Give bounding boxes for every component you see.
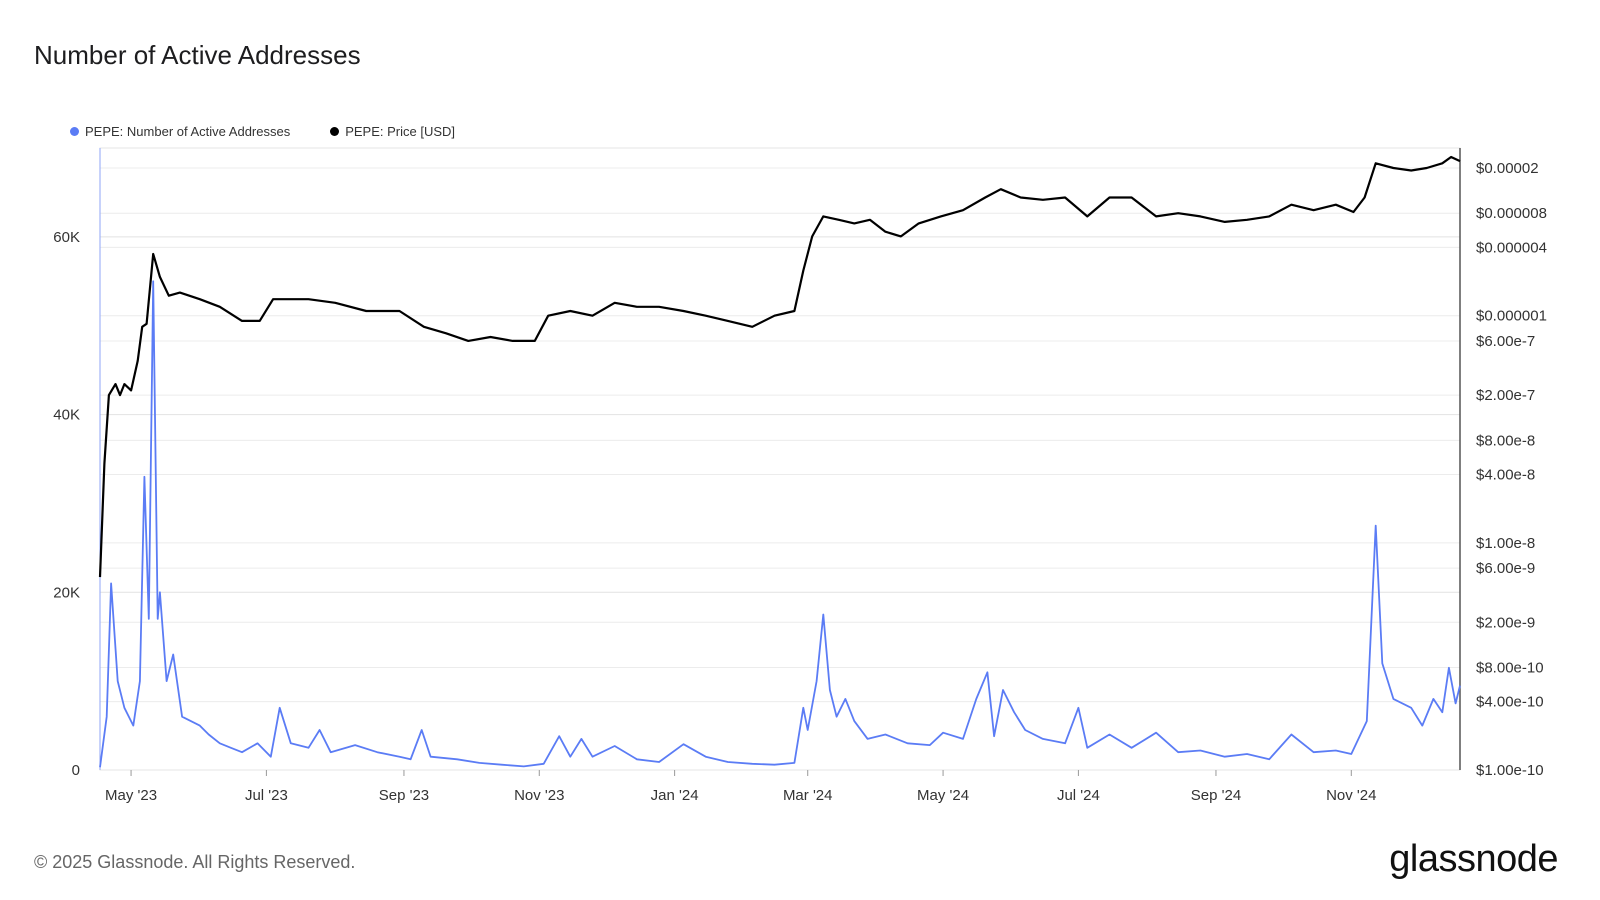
x-tick-label: Jul '24	[1057, 787, 1100, 804]
x-tick-label: Mar '24	[783, 787, 833, 804]
x-tick-label: Jan '24	[651, 787, 699, 804]
y-right-tick-label: $6.00e-9	[1476, 560, 1535, 577]
y-right-tick-label: $1.00e-8	[1476, 535, 1535, 552]
y-right-tick-label: $0.000001	[1476, 308, 1547, 325]
y-right-tick-label: $2.00e-9	[1476, 614, 1535, 631]
legend-dot-price	[330, 127, 340, 136]
legend-label-price: PEPE: Price [USD]	[345, 124, 456, 139]
copyright-text: © 2025 Glassnode. All Rights Reserved.	[34, 852, 356, 872]
y-right-tick-label: $1.00e-10	[1476, 762, 1544, 779]
x-tick-label: Sep '23	[379, 787, 429, 804]
x-tick-label: May '23	[105, 787, 157, 804]
x-tick-label: Nov '24	[1326, 787, 1376, 804]
y-right-tick-label: $0.000004	[1476, 239, 1547, 256]
y-right-tick-label: $0.000008	[1476, 205, 1547, 222]
legend-item-price[interactable]: PEPE: Price [USD]	[330, 124, 455, 139]
chart-legend: PEPE: Number of Active Addresses PEPE: P…	[70, 124, 455, 139]
x-tick-label: May '24	[917, 787, 969, 804]
legend-item-active-addresses[interactable]: PEPE: Number of Active Addresses	[70, 124, 290, 139]
y-right-tick-label: $6.00e-7	[1476, 333, 1535, 350]
plot-frame	[99, 147, 1461, 771]
series-line-price	[98, 155, 1461, 578]
y-right-tick-label: $4.00e-10	[1476, 694, 1544, 711]
y-left-tick-label: 40K	[53, 407, 80, 424]
y-left-tick-label: 60K	[53, 229, 80, 246]
y-right-tick-label: $2.00e-7	[1476, 387, 1535, 404]
chart-title: Number of Active Addresses	[34, 40, 361, 70]
y-right-tick-label: $4.00e-8	[1476, 467, 1535, 484]
legend-dot-active-addresses	[70, 127, 79, 136]
series-line-active-addresses	[99, 280, 1461, 768]
y-left-tick-label: 20K	[53, 584, 80, 601]
x-tick-label: Jul '23	[245, 787, 288, 804]
x-tick-label: Sep '24	[1191, 787, 1241, 804]
y-left-tick-label: 0	[72, 762, 80, 779]
x-tick-label: Nov '23	[514, 787, 564, 804]
y-right-tick-label: $0.00002	[1476, 160, 1539, 177]
y-right-tick-label: $8.00e-8	[1476, 432, 1535, 449]
legend-label-active-addresses: PEPE: Number of Active Addresses	[85, 124, 291, 139]
y-right-tick-label: $8.00e-10	[1476, 659, 1544, 676]
glassnode-logo: glassnode	[1389, 838, 1558, 880]
